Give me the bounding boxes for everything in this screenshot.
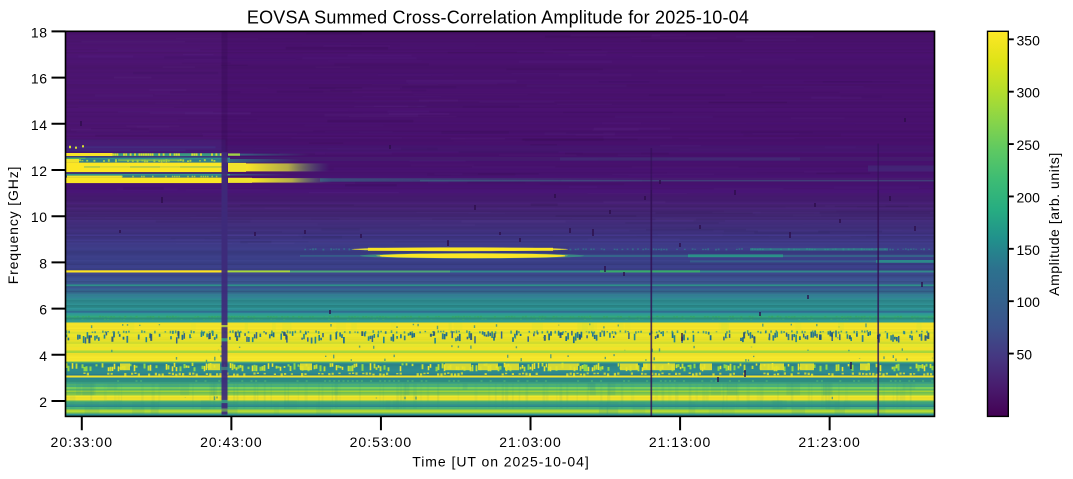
- svg-text:12: 12: [31, 163, 48, 179]
- svg-text:300: 300: [1017, 85, 1041, 101]
- svg-text:14: 14: [31, 117, 48, 133]
- svg-text:Time [UT on 2025-10-04]: Time [UT on 2025-10-04]: [412, 454, 589, 470]
- svg-text:350: 350: [1017, 32, 1041, 48]
- svg-text:20:43:00: 20:43:00: [200, 434, 263, 450]
- svg-text:20:33:00: 20:33:00: [51, 434, 114, 450]
- svg-text:4: 4: [39, 348, 47, 364]
- svg-text:16: 16: [31, 71, 48, 87]
- svg-text:21:13:00: 21:13:00: [649, 434, 712, 450]
- svg-text:21:23:00: 21:23:00: [798, 434, 861, 450]
- svg-text:150: 150: [1017, 242, 1041, 258]
- svg-text:250: 250: [1017, 137, 1041, 153]
- svg-text:20:53:00: 20:53:00: [350, 434, 413, 450]
- svg-text:8: 8: [39, 255, 47, 271]
- svg-text:100: 100: [1017, 294, 1041, 310]
- svg-text:Frequency [GHz]: Frequency [GHz]: [5, 166, 21, 285]
- svg-text:Amplitude [arb. units]: Amplitude [arb. units]: [1046, 152, 1062, 296]
- svg-text:200: 200: [1017, 189, 1041, 205]
- svg-text:18: 18: [31, 24, 48, 40]
- svg-text:10: 10: [31, 209, 48, 225]
- svg-text:6: 6: [39, 302, 47, 318]
- svg-text:EOVSA Summed Cross-Correlation: EOVSA Summed Cross-Correlation Amplitude…: [247, 7, 749, 27]
- svg-text:50: 50: [1017, 347, 1033, 363]
- svg-text:21:03:00: 21:03:00: [499, 434, 562, 450]
- svg-text:2: 2: [39, 394, 47, 410]
